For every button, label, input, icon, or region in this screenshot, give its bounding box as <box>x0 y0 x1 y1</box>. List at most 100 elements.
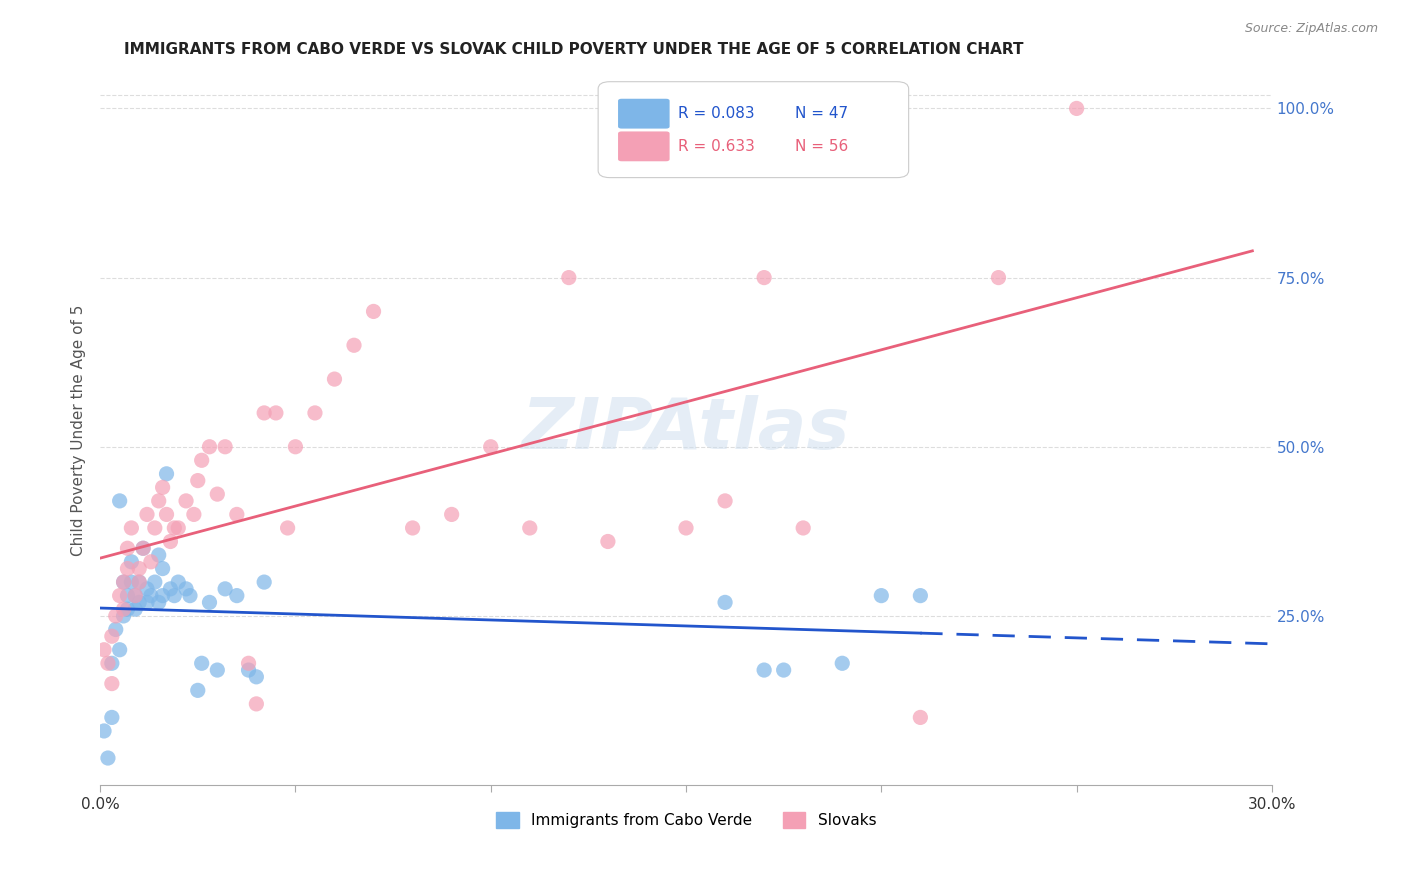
Point <box>187 474 209 488</box>
Point <box>120 575 142 590</box>
Point <box>128 561 150 575</box>
Point <box>198 440 221 454</box>
Point <box>1066 102 1088 116</box>
Point <box>401 521 423 535</box>
Point <box>225 508 247 522</box>
Point <box>910 589 932 603</box>
Point <box>163 589 186 603</box>
Point <box>97 657 120 671</box>
Point <box>101 629 124 643</box>
Point <box>752 270 775 285</box>
Point <box>108 494 131 508</box>
Point <box>343 338 366 352</box>
Point <box>207 487 229 501</box>
Point <box>120 521 142 535</box>
Point <box>714 595 737 609</box>
Point <box>136 582 159 596</box>
Point <box>440 508 463 522</box>
Text: R = 0.083: R = 0.083 <box>678 106 755 121</box>
Point <box>245 697 267 711</box>
FancyBboxPatch shape <box>619 99 669 128</box>
Point <box>148 595 170 609</box>
Point <box>277 521 299 535</box>
Point <box>148 548 170 562</box>
Point <box>207 663 229 677</box>
Point <box>214 582 236 596</box>
Point <box>253 406 276 420</box>
Point <box>93 642 115 657</box>
Point <box>148 494 170 508</box>
Point <box>238 663 260 677</box>
Point <box>108 642 131 657</box>
Point <box>167 575 190 590</box>
Point <box>132 541 155 556</box>
Point <box>136 595 159 609</box>
Point <box>187 683 209 698</box>
Point <box>128 575 150 590</box>
Point <box>870 589 893 603</box>
Text: N = 56: N = 56 <box>794 139 848 153</box>
Point <box>167 521 190 535</box>
Point <box>752 663 775 677</box>
Point <box>124 589 146 603</box>
Point <box>155 508 177 522</box>
Point <box>304 406 326 420</box>
Text: Source: ZipAtlas.com: Source: ZipAtlas.com <box>1244 22 1378 36</box>
Point <box>117 541 139 556</box>
Point <box>143 575 166 590</box>
Point <box>910 710 932 724</box>
Point <box>792 521 814 535</box>
Point <box>112 608 135 623</box>
Point <box>104 623 127 637</box>
Point <box>225 589 247 603</box>
Point <box>143 521 166 535</box>
Point <box>636 102 658 116</box>
Point <box>101 710 124 724</box>
Legend: Immigrants from Cabo Verde, Slovaks: Immigrants from Cabo Verde, Slovaks <box>489 806 883 834</box>
FancyBboxPatch shape <box>619 131 669 161</box>
Point <box>124 602 146 616</box>
Point <box>101 676 124 690</box>
Point <box>152 480 174 494</box>
Point <box>363 304 385 318</box>
Point <box>558 270 581 285</box>
Point <box>117 589 139 603</box>
Point <box>117 602 139 616</box>
Point <box>128 595 150 609</box>
Point <box>479 440 502 454</box>
Point <box>214 440 236 454</box>
Point <box>159 534 181 549</box>
Point <box>163 521 186 535</box>
Point <box>139 555 162 569</box>
Point <box>112 575 135 590</box>
Point <box>183 508 205 522</box>
Point <box>152 589 174 603</box>
Point <box>117 561 139 575</box>
Point <box>323 372 346 386</box>
Text: N = 47: N = 47 <box>794 106 848 121</box>
FancyBboxPatch shape <box>598 82 908 178</box>
Point <box>675 521 697 535</box>
Point <box>155 467 177 481</box>
Point <box>104 608 127 623</box>
Text: IMMIGRANTS FROM CABO VERDE VS SLOVAK CHILD POVERTY UNDER THE AGE OF 5 CORRELATIO: IMMIGRANTS FROM CABO VERDE VS SLOVAK CHI… <box>124 42 1024 57</box>
Point <box>132 541 155 556</box>
Point <box>139 589 162 603</box>
Point <box>112 575 135 590</box>
Point <box>112 602 135 616</box>
Point <box>179 589 201 603</box>
Point <box>264 406 287 420</box>
Point <box>245 670 267 684</box>
Point <box>136 508 159 522</box>
Point <box>198 595 221 609</box>
Point <box>519 521 541 535</box>
Point <box>238 657 260 671</box>
Point <box>128 575 150 590</box>
Point <box>101 657 124 671</box>
Text: ZIPAtlas: ZIPAtlas <box>522 395 851 465</box>
Point <box>97 751 120 765</box>
Point <box>772 663 794 677</box>
Point <box>174 494 197 508</box>
Y-axis label: Child Poverty Under the Age of 5: Child Poverty Under the Age of 5 <box>72 304 86 556</box>
Point <box>124 589 146 603</box>
